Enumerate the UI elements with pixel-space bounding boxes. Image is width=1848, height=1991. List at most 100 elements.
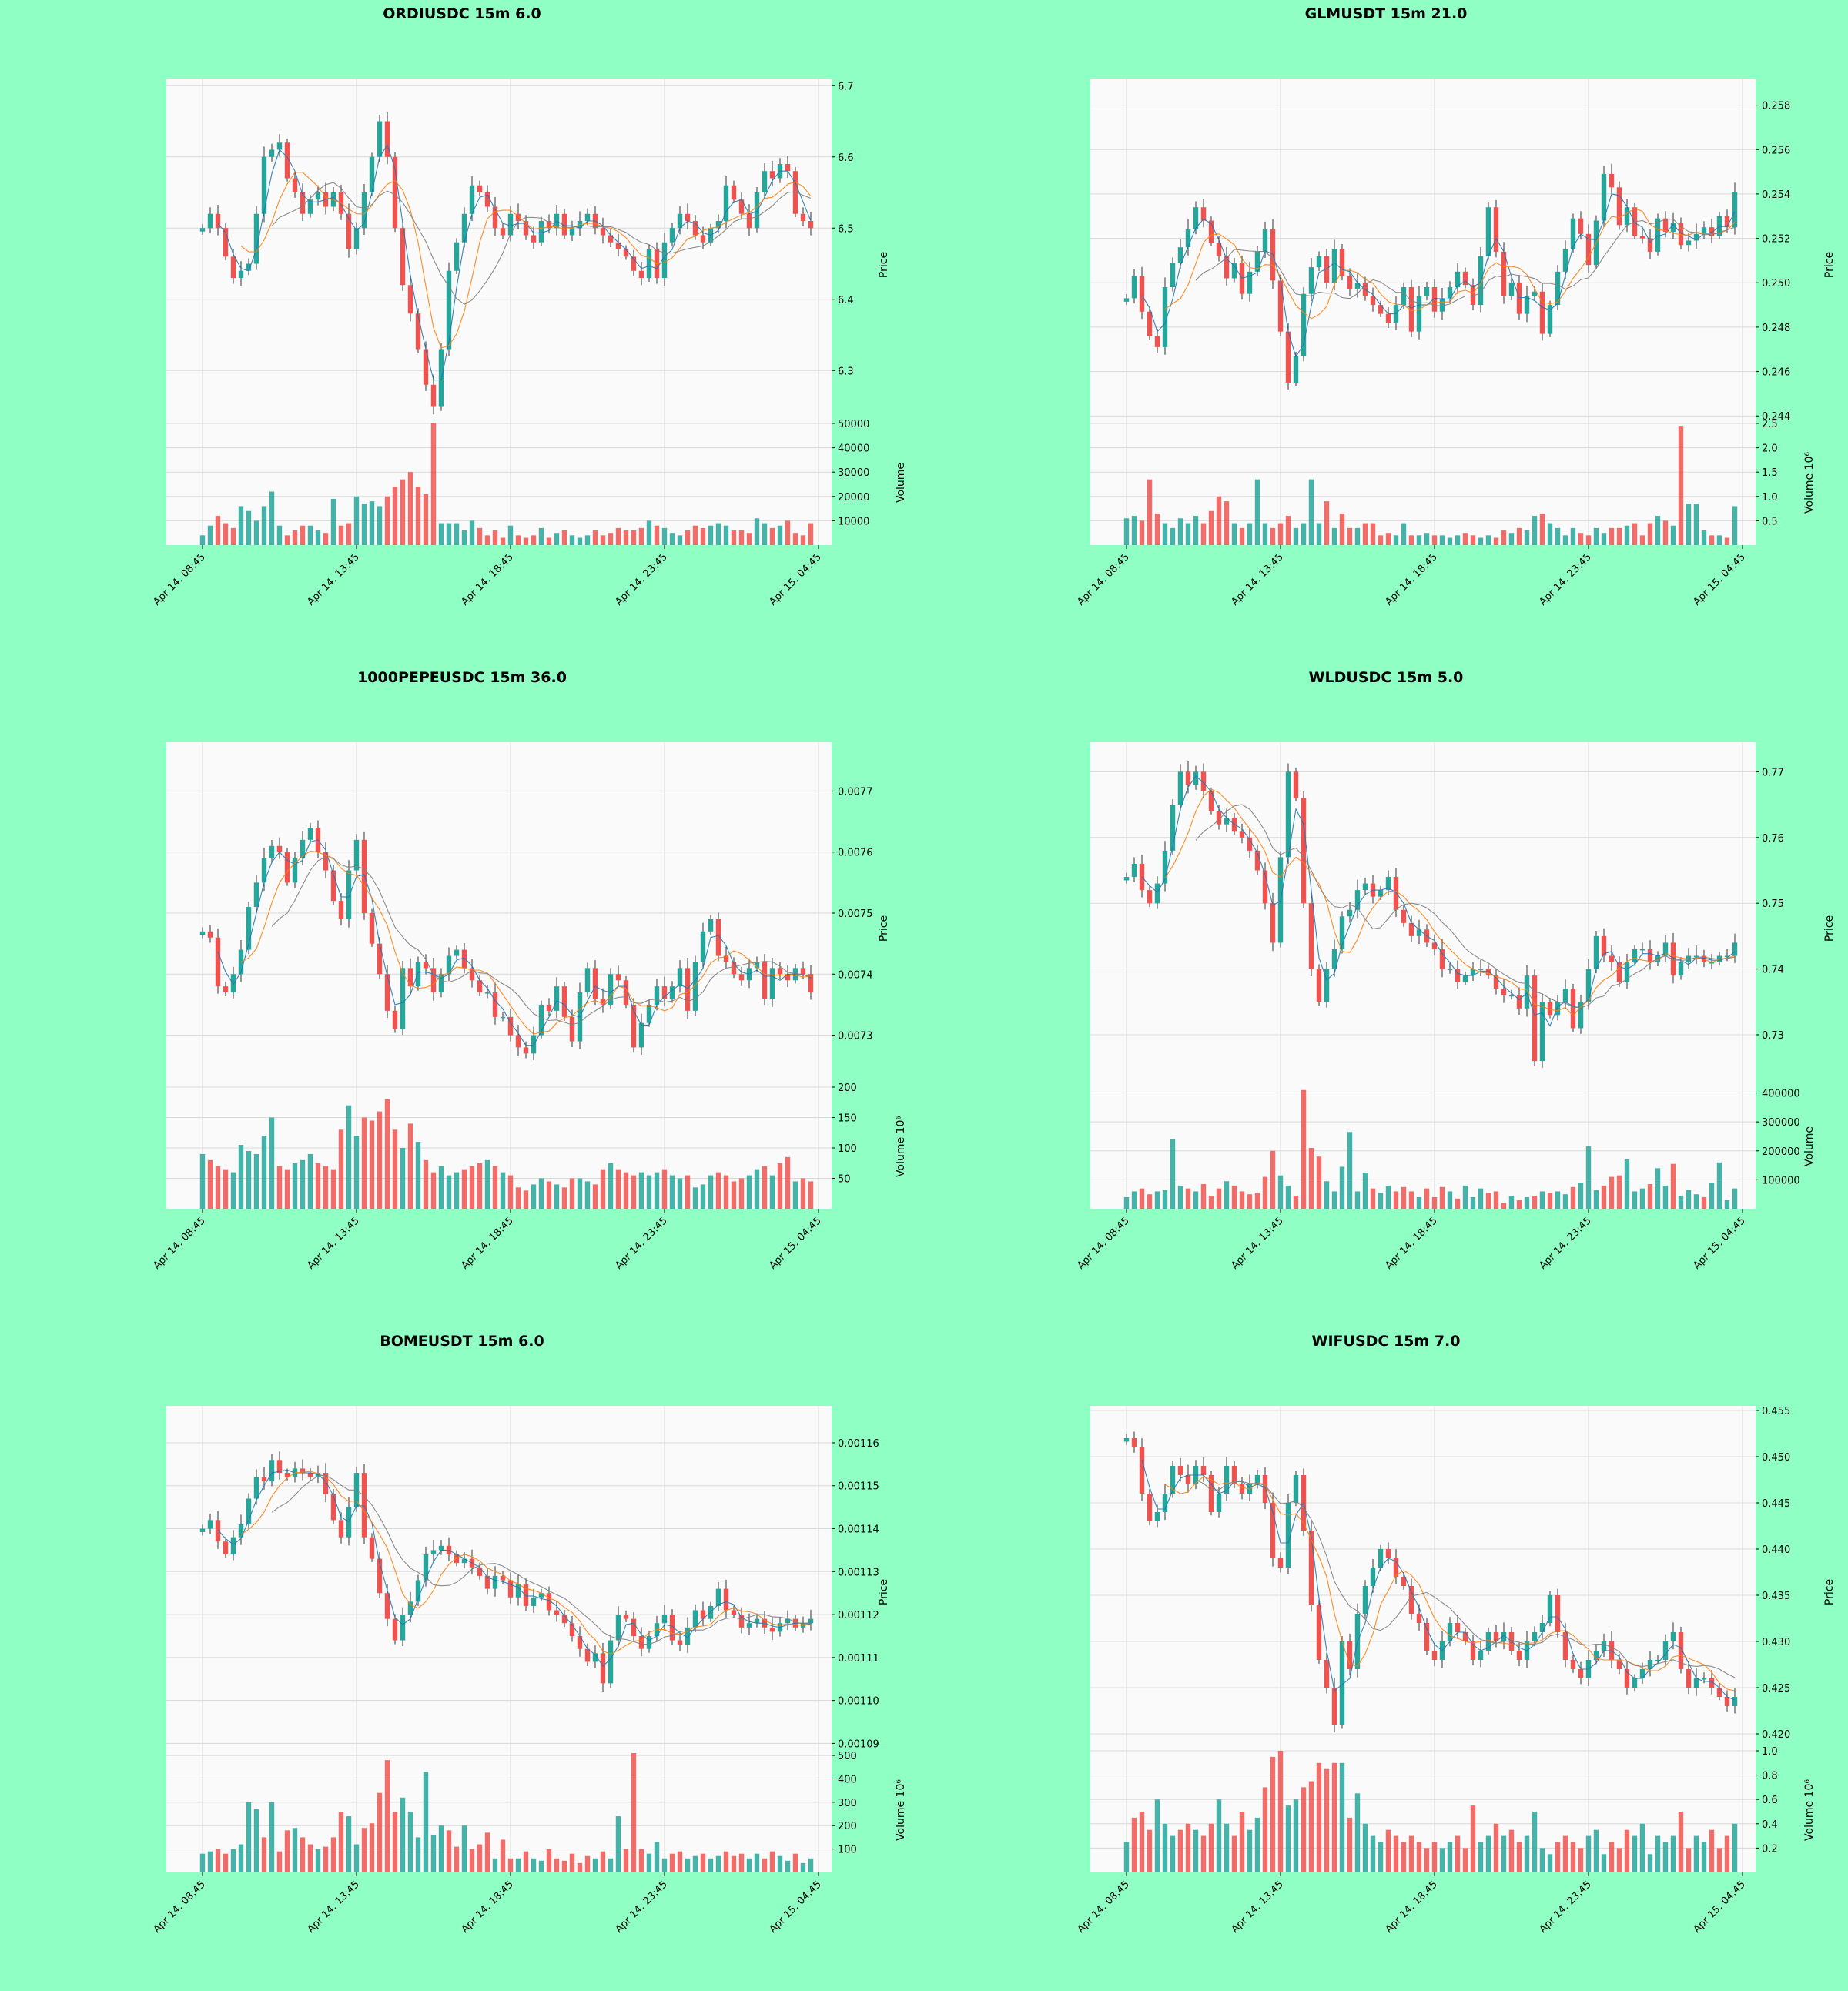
volume-bar xyxy=(1370,1188,1376,1209)
volume-bar xyxy=(531,1184,537,1209)
price-axis-label: Price xyxy=(1823,252,1836,278)
volume-bar xyxy=(1470,1805,1476,1872)
volume-bar xyxy=(1716,1162,1722,1209)
candle-body xyxy=(700,931,706,962)
candle-body xyxy=(1331,1688,1337,1725)
candle-body xyxy=(1347,909,1353,917)
volume-bar xyxy=(246,510,252,545)
volume-bar xyxy=(754,518,760,545)
candle-body xyxy=(353,839,360,871)
volume-bar xyxy=(1285,1185,1291,1209)
candle-body xyxy=(1678,1632,1684,1669)
volume-bar xyxy=(369,1120,375,1209)
candle-body xyxy=(1200,207,1207,221)
candle-body xyxy=(1624,962,1630,982)
volume-bar xyxy=(600,535,606,545)
candle-body xyxy=(1585,969,1592,1002)
candle-body xyxy=(1324,256,1330,283)
volume-bar xyxy=(507,1175,514,1209)
volume-bar xyxy=(677,1178,683,1209)
volume-bar xyxy=(531,1858,537,1872)
candle-body xyxy=(1147,1494,1153,1521)
candle-body xyxy=(346,870,352,919)
candle-body xyxy=(1154,336,1160,347)
volume-bar xyxy=(1347,527,1353,545)
x-tick-label: Apr 14, 08:45 xyxy=(1075,551,1131,607)
candle-body xyxy=(361,1473,367,1538)
candle-body xyxy=(685,968,691,1011)
volume-bar xyxy=(1709,1829,1715,1872)
candle-body xyxy=(1601,173,1607,221)
volume-bar xyxy=(415,1837,421,1872)
candle-body xyxy=(215,213,221,229)
volume-bar xyxy=(246,1150,252,1209)
candle-body xyxy=(1655,218,1661,252)
volume-bar xyxy=(238,1145,244,1209)
x-tick-label: Apr 14, 18:45 xyxy=(1383,551,1439,607)
candle-body xyxy=(1462,975,1468,982)
volume-bar xyxy=(677,535,683,545)
candle-body xyxy=(1632,1678,1638,1688)
x-tick-label: Apr 14, 18:45 xyxy=(459,1879,515,1935)
volume-bar xyxy=(1262,1787,1268,1872)
candle-body xyxy=(1293,771,1299,798)
candle-body xyxy=(307,828,313,840)
volume-bar xyxy=(1139,1812,1145,1872)
volume-bar xyxy=(1393,535,1399,545)
candle-body xyxy=(300,839,306,858)
candle-body xyxy=(484,1575,490,1589)
volume-tick-label: 0.5 xyxy=(1762,516,1778,527)
volume-bar xyxy=(1516,1200,1522,1209)
volume-bar xyxy=(615,1816,621,1872)
x-tick-label: Apr 14, 13:45 xyxy=(305,551,361,607)
volume-bar xyxy=(276,1851,283,1872)
candle-body xyxy=(423,962,429,969)
price-tick-label: 0.76 xyxy=(1762,833,1784,845)
volume-bar xyxy=(723,525,729,545)
volume-bar xyxy=(1585,1835,1592,1872)
volume-bar xyxy=(1408,535,1414,545)
candle-body xyxy=(415,1580,421,1602)
volume-bar xyxy=(1154,1799,1160,1872)
volume-bar xyxy=(284,1830,290,1872)
candle-body xyxy=(692,1610,698,1628)
candle-body xyxy=(477,185,483,192)
candle-body xyxy=(223,986,229,993)
candle-body xyxy=(1408,1586,1414,1614)
volume-bar xyxy=(669,533,675,545)
volume-bar xyxy=(1362,1172,1368,1209)
candle-body xyxy=(1401,287,1407,306)
candle-body xyxy=(608,974,614,1005)
candle-body xyxy=(1254,850,1260,871)
candle-body xyxy=(1470,1641,1476,1660)
volume-bar xyxy=(638,527,644,545)
volume-bar xyxy=(338,1129,344,1209)
candle-body xyxy=(1216,243,1222,256)
volume-bar xyxy=(1524,1196,1530,1209)
candle-body xyxy=(1224,1466,1230,1494)
volume-bar xyxy=(292,530,298,545)
volume-bar xyxy=(338,525,344,545)
volume-bar xyxy=(1362,1823,1368,1872)
price-panel-background xyxy=(166,79,832,420)
volume-bar xyxy=(207,1851,213,1872)
volume-bar xyxy=(1532,1196,1538,1209)
volume-bar xyxy=(1624,525,1630,545)
volume-bar xyxy=(1147,1194,1153,1209)
volume-tick-label: 200000 xyxy=(1762,1146,1800,1158)
volume-tick-label: 10000 xyxy=(838,516,869,527)
candle-body xyxy=(1247,837,1253,851)
volume-bar xyxy=(1285,1805,1291,1872)
volume-bar xyxy=(561,530,567,545)
volume-bar xyxy=(392,1129,398,1209)
volume-bar xyxy=(1324,501,1330,545)
volume-bar xyxy=(1678,426,1684,545)
volume-bar xyxy=(1416,535,1422,545)
volume-bar xyxy=(1131,1817,1137,1872)
volume-bar xyxy=(1632,523,1638,545)
candle-body xyxy=(484,992,490,994)
volume-bar xyxy=(561,1860,567,1872)
volume-bar xyxy=(1447,1191,1453,1209)
volume-bar xyxy=(223,1853,229,1872)
volume-bar xyxy=(638,1849,644,1872)
